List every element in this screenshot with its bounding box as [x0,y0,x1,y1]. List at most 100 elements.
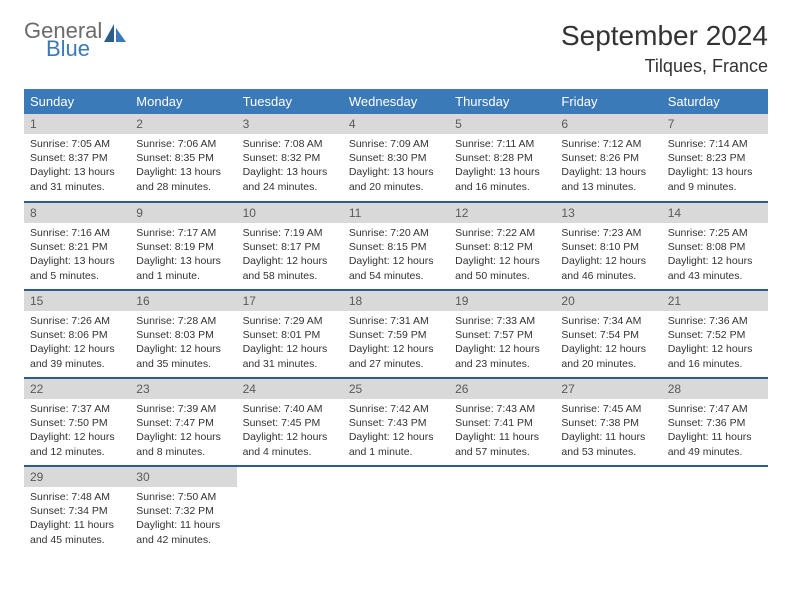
sunrise-text: Sunrise: 7:48 AM [30,490,124,504]
day-number: 2 [130,114,236,134]
daylight-line2: and 50 minutes. [455,269,549,283]
daylight-line2: and 31 minutes. [30,180,124,194]
day-cell-20: 20Sunrise: 7:34 AMSunset: 7:54 PMDayligh… [555,290,661,378]
day-cell-15: 15Sunrise: 7:26 AMSunset: 8:06 PMDayligh… [24,290,130,378]
day-cell-2: 2Sunrise: 7:06 AMSunset: 8:35 PMDaylight… [130,114,236,202]
day-body: Sunrise: 7:25 AMSunset: 8:08 PMDaylight:… [662,223,768,289]
daylight-line1: Daylight: 12 hours [455,254,549,268]
sunset-text: Sunset: 7:32 PM [136,504,230,518]
day-number: 17 [237,291,343,311]
day-cell-6: 6Sunrise: 7:12 AMSunset: 8:26 PMDaylight… [555,114,661,202]
day-number: 1 [24,114,130,134]
day-number: 24 [237,379,343,399]
day-body: Sunrise: 7:09 AMSunset: 8:30 PMDaylight:… [343,134,449,200]
daylight-line1: Daylight: 11 hours [136,518,230,532]
sunset-text: Sunset: 8:10 PM [561,240,655,254]
daylight-line2: and 23 minutes. [455,357,549,371]
daylight-line1: Daylight: 12 hours [455,342,549,356]
sunrise-text: Sunrise: 7:39 AM [136,402,230,416]
day-cell-empty [555,466,661,554]
sunset-text: Sunset: 7:43 PM [349,416,443,430]
sunset-text: Sunset: 7:41 PM [455,416,549,430]
daylight-line1: Daylight: 12 hours [30,430,124,444]
day-body: Sunrise: 7:20 AMSunset: 8:15 PMDaylight:… [343,223,449,289]
sunrise-text: Sunrise: 7:26 AM [30,314,124,328]
day-body: Sunrise: 7:11 AMSunset: 8:28 PMDaylight:… [449,134,555,200]
day-number: 23 [130,379,236,399]
day-number: 27 [555,379,661,399]
day-cell-24: 24Sunrise: 7:40 AMSunset: 7:45 PMDayligh… [237,378,343,466]
sunrise-text: Sunrise: 7:05 AM [30,137,124,151]
day-number: 15 [24,291,130,311]
dow-wednesday: Wednesday [343,89,449,114]
day-of-week-row: SundayMondayTuesdayWednesdayThursdayFrid… [24,89,768,114]
daylight-line1: Daylight: 13 hours [136,165,230,179]
day-number: 19 [449,291,555,311]
day-number: 14 [662,203,768,223]
sunrise-text: Sunrise: 7:36 AM [668,314,762,328]
month-title: September 2024 [561,20,768,52]
day-cell-27: 27Sunrise: 7:45 AMSunset: 7:38 PMDayligh… [555,378,661,466]
calendar-body: 1Sunrise: 7:05 AMSunset: 8:37 PMDaylight… [24,114,768,554]
day-number: 8 [24,203,130,223]
day-cell-7: 7Sunrise: 7:14 AMSunset: 8:23 PMDaylight… [662,114,768,202]
day-number: 22 [24,379,130,399]
daylight-line1: Daylight: 12 hours [243,254,337,268]
day-body: Sunrise: 7:39 AMSunset: 7:47 PMDaylight:… [130,399,236,465]
day-number: 26 [449,379,555,399]
day-body: Sunrise: 7:33 AMSunset: 7:57 PMDaylight:… [449,311,555,377]
daylight-line1: Daylight: 12 hours [668,342,762,356]
sunset-text: Sunset: 8:06 PM [30,328,124,342]
sunrise-text: Sunrise: 7:40 AM [243,402,337,416]
sunset-text: Sunset: 8:03 PM [136,328,230,342]
title-block: September 2024 Tilques, France [561,20,768,77]
sunset-text: Sunset: 8:28 PM [455,151,549,165]
sunrise-text: Sunrise: 7:17 AM [136,226,230,240]
sunset-text: Sunset: 7:50 PM [30,416,124,430]
day-body: Sunrise: 7:36 AMSunset: 7:52 PMDaylight:… [662,311,768,377]
daylight-line1: Daylight: 11 hours [455,430,549,444]
daylight-line2: and 45 minutes. [30,533,124,547]
day-body: Sunrise: 7:23 AMSunset: 8:10 PMDaylight:… [555,223,661,289]
day-number: 30 [130,467,236,487]
day-number: 4 [343,114,449,134]
daylight-line1: Daylight: 11 hours [561,430,655,444]
sunset-text: Sunset: 7:36 PM [668,416,762,430]
day-cell-22: 22Sunrise: 7:37 AMSunset: 7:50 PMDayligh… [24,378,130,466]
day-body: Sunrise: 7:37 AMSunset: 7:50 PMDaylight:… [24,399,130,465]
sunset-text: Sunset: 8:15 PM [349,240,443,254]
day-body: Sunrise: 7:17 AMSunset: 8:19 PMDaylight:… [130,223,236,289]
sunrise-text: Sunrise: 7:47 AM [668,402,762,416]
daylight-line1: Daylight: 12 hours [561,254,655,268]
day-cell-25: 25Sunrise: 7:42 AMSunset: 7:43 PMDayligh… [343,378,449,466]
sunset-text: Sunset: 8:19 PM [136,240,230,254]
sunset-text: Sunset: 8:12 PM [455,240,549,254]
sunset-text: Sunset: 8:23 PM [668,151,762,165]
sunset-text: Sunset: 7:34 PM [30,504,124,518]
sunrise-text: Sunrise: 7:16 AM [30,226,124,240]
week-row: 15 Sunrise: 7:26 AMSunset: 8:06 PM Dayligh… [24,290,768,378]
sunrise-text: Sunrise: 7:22 AM [455,226,549,240]
sunrise-text: Sunrise: 7:34 AM [561,314,655,328]
sunrise-text: Sunrise: 7:23 AM [561,226,655,240]
week-row: 1Sunrise: 7:05 AMSunset: 8:37 PMDaylight… [24,114,768,202]
daylight-line2: and 27 minutes. [349,357,443,371]
daylight-line1: Daylight: 11 hours [668,430,762,444]
location-label: Tilques, France [561,56,768,77]
daylight-line2: and 58 minutes. [243,269,337,283]
daylight-line2: and 57 minutes. [455,445,549,459]
sunrise-text: Sunrise: 7:11 AM [455,137,549,151]
sunrise-text: Sunrise: 7:29 AM [243,314,337,328]
day-body: Sunrise: 7:40 AMSunset: 7:45 PMDaylight:… [237,399,343,465]
day-number: 18 [343,291,449,311]
dow-monday: Monday [130,89,236,114]
daylight-line1: Daylight: 13 hours [136,254,230,268]
daylight-line2: and 16 minutes. [455,180,549,194]
calendar-table: SundayMondayTuesdayWednesdayThursdayFrid… [24,89,768,554]
sunrise-text: Sunrise: 7:12 AM [561,137,655,151]
daylight-line2: and 16 minutes. [668,357,762,371]
day-body: Sunrise: 7:34 AMSunset: 7:54 PMDaylight:… [555,311,661,377]
sunset-text: Sunset: 7:38 PM [561,416,655,430]
brand-logo: General Blue [24,20,126,60]
day-cell-14: 14Sunrise: 7:25 AMSunset: 8:08 PMDayligh… [662,202,768,290]
